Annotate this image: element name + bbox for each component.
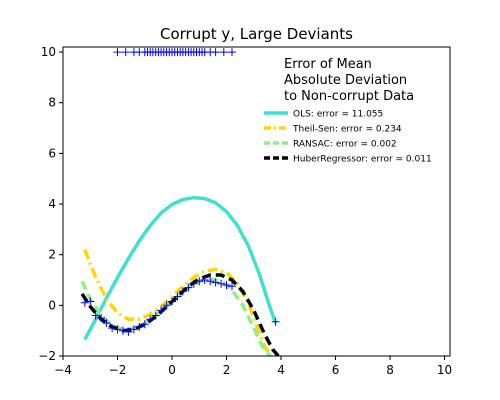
y-tick-label: 2	[48, 248, 56, 262]
scatter-point-14	[157, 306, 166, 315]
scatter-point-24	[211, 278, 220, 287]
scatter-point-20	[189, 279, 198, 288]
y-tick-label: 4	[48, 197, 56, 211]
scatter-point-4	[102, 319, 111, 328]
series-line-0	[83, 195, 278, 341]
scatter-point-7	[119, 326, 127, 335]
scatter-point-1	[86, 297, 95, 306]
scatter-point-26	[222, 281, 231, 290]
outlier-point-0	[113, 48, 122, 57]
chart-title: Corrupt y, Large Deviants	[160, 25, 353, 43]
scatter-point-5	[108, 324, 117, 333]
scatter-point-6	[113, 325, 122, 334]
y-tick-label: 0	[48, 298, 56, 312]
outlier-point-1	[121, 48, 130, 57]
y-tick-label: 6	[48, 146, 56, 160]
x-tick-label: 6	[332, 363, 340, 377]
scatter-point-22	[200, 276, 209, 284]
legend-label-1: Theil-Sen: error = 0.234	[292, 125, 402, 135]
x-tick-label: −4	[54, 363, 72, 377]
scatter-point-17	[173, 292, 182, 301]
x-tick-label: 0	[168, 363, 176, 377]
scatter-point-11	[140, 320, 149, 329]
legend-label-2: RANSAC: error = 0.002	[293, 140, 397, 150]
outlier-point-28	[211, 48, 220, 57]
x-tick-label: 4	[277, 363, 285, 377]
y-tick-label: 10	[41, 45, 56, 59]
x-tick-label: 2	[223, 363, 231, 377]
y-tick-label: 8	[48, 96, 56, 110]
scatter-point-12	[146, 315, 155, 324]
plot-area	[80, 48, 280, 356]
y-tick-label: −2	[38, 349, 56, 363]
scatter-point-10	[135, 322, 144, 331]
scatter-point-23	[206, 277, 215, 286]
legend-label-0: OLS: error = 11.055	[293, 110, 383, 120]
scatter-point-0	[80, 298, 89, 307]
scatter-point-8	[124, 327, 133, 336]
scatter-point-2	[91, 311, 100, 320]
scatter-point-25	[217, 279, 226, 288]
scatter-point-27	[228, 282, 236, 291]
outlier-point-30	[228, 48, 236, 57]
scatter-point-21	[195, 277, 204, 286]
x-tick-label: 10	[437, 363, 452, 377]
scatter-point-19	[184, 283, 193, 292]
scatter-point-15	[162, 301, 171, 310]
scatter-point-9	[129, 325, 138, 334]
outlier-point-29	[219, 48, 228, 57]
scatter-point-13	[151, 311, 160, 320]
legend-title-line: Error of Mean	[284, 57, 372, 72]
x-tick-label: 8	[386, 363, 394, 377]
x-tick-label: −2	[109, 363, 127, 377]
legend-title-line: Absolute Deviation	[284, 73, 407, 88]
legend-title-line: to Non-corrupt Data	[284, 89, 414, 104]
scatter-point-16	[168, 297, 176, 306]
scatter-point-28	[271, 317, 280, 326]
scatter-point-18	[178, 287, 187, 296]
plot-frame	[62, 46, 451, 357]
legend-label-3: HuberRegressor: error = 0.011	[293, 155, 432, 165]
scatter-point-3	[97, 314, 106, 322]
